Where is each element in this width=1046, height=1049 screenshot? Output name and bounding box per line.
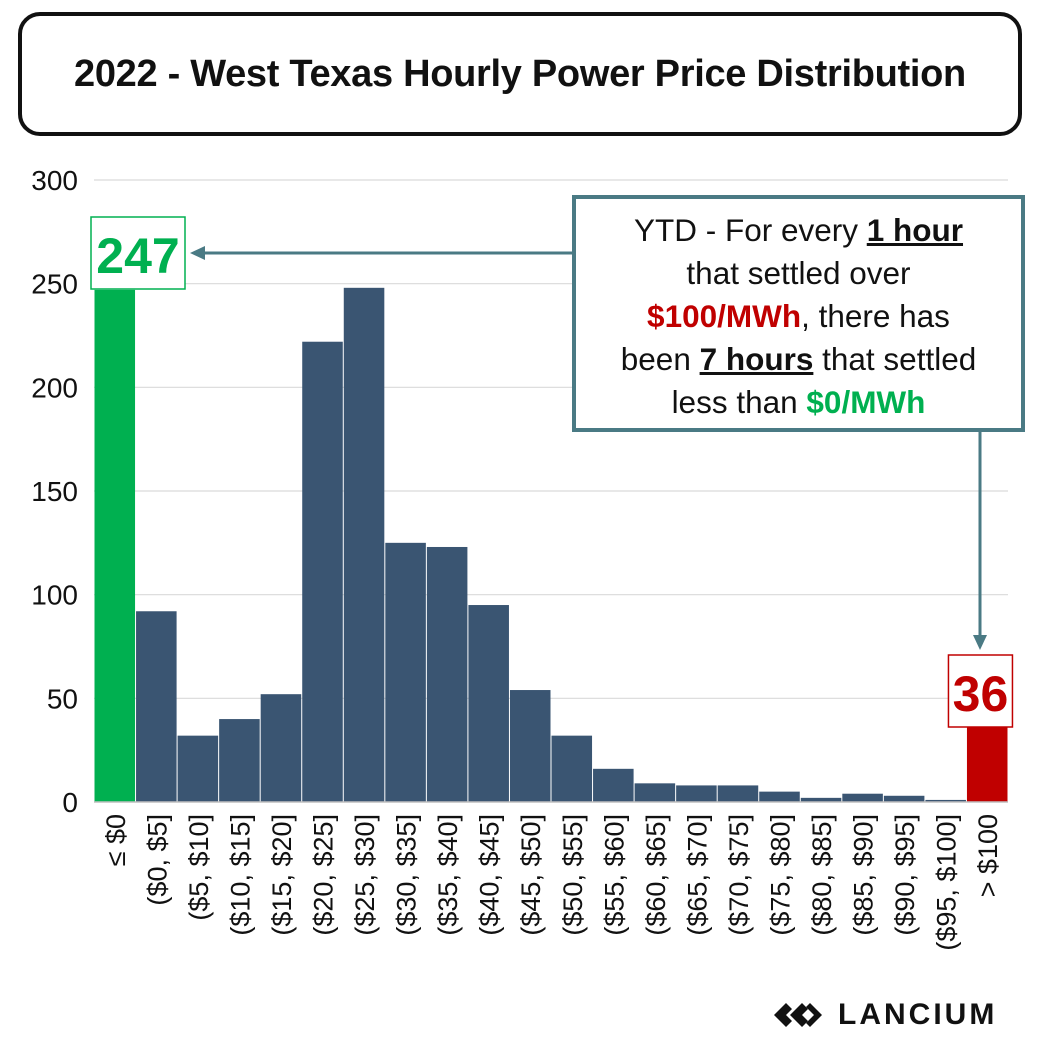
y-tick-label: 100 [31,580,78,611]
bar [385,542,426,802]
bar [219,719,260,802]
bar [800,797,842,802]
x-tick-label: ($45, $50] [516,814,546,936]
x-tick-label: ($75, $80] [766,814,796,936]
x-tick-label: ($0, $5] [142,814,172,906]
y-tick-label: 200 [31,372,78,403]
data-label-box-high [947,654,1014,728]
x-tick-label: ($90, $95] [890,814,920,936]
bar [177,735,219,802]
chart-title: 2022 - West Texas Hourly Power Price Dis… [74,52,966,95]
data-label-low: 247 [96,228,179,284]
x-tick-label: ($20, $25] [309,814,339,936]
callout-line-1: YTD - For every 1 hour [633,212,964,248]
bar [94,289,136,802]
x-tick-label: ($65, $70] [682,814,712,936]
arrow-to-high-head [973,635,987,650]
bar [717,785,759,802]
bar [966,727,1008,802]
callout-line-5: less than $0/MWh [671,384,926,420]
lancium-logo: LANCIUM [770,990,997,1040]
y-tick-label: 250 [31,269,78,300]
x-tick-label: ($35, $40] [433,814,463,936]
lancium-logo-icon [774,1003,822,1027]
callout-line-2: that settled over [686,255,911,291]
x-tick-label: ($5, $10] [184,814,214,921]
chart-title-box: 2022 - West Texas Hourly Power Price Dis… [18,12,1022,136]
y-tick-label: 0 [62,787,78,818]
x-tick-label: ($40, $45] [475,814,505,936]
bar [551,735,593,802]
logo-text: LANCIUM [838,998,998,1031]
bar [759,791,800,802]
bar [676,785,717,802]
x-tick-label: ($85, $90] [849,814,879,936]
x-tick-label: ($70, $75] [724,814,754,936]
bar [426,546,468,802]
x-tick-label: ($55, $60] [599,814,629,936]
bar [842,793,883,802]
x-tick-label: > $100 [973,814,1003,897]
data-label-box-low [90,216,186,290]
bar [136,611,177,802]
data-label-high: 36 [953,666,1009,722]
bar [634,783,676,802]
x-tick-label: ($50, $55] [558,814,588,936]
bar [302,341,343,802]
x-tick-label: ($25, $30] [350,814,380,936]
callout-line-3: $100/MWh, there has [647,298,950,334]
y-tick-label: 50 [47,683,78,714]
bar [509,690,551,802]
bar [593,768,634,802]
bar [260,694,302,802]
x-tick-label: ($10, $15] [225,814,255,936]
x-tick-label: ($95, $100] [932,814,962,951]
bar [925,799,966,802]
bar [468,605,509,802]
x-tick-label: ($80, $85] [807,814,837,936]
bar [343,287,385,802]
y-tick-label: 150 [31,476,78,507]
y-tick-label: 300 [31,165,78,196]
x-tick-label: ($30, $35] [392,814,422,936]
bar [883,795,925,802]
callout-line-4: been 7 hours that settled [620,341,977,377]
x-tick-label: ≤ $0 [101,814,131,866]
callout-box: YTD - For every 1 hour that settled over… [572,195,1025,432]
x-tick-label: ($60, $65] [641,814,671,936]
arrow-to-low-head [190,246,205,260]
x-tick-label: ($15, $20] [267,814,297,936]
